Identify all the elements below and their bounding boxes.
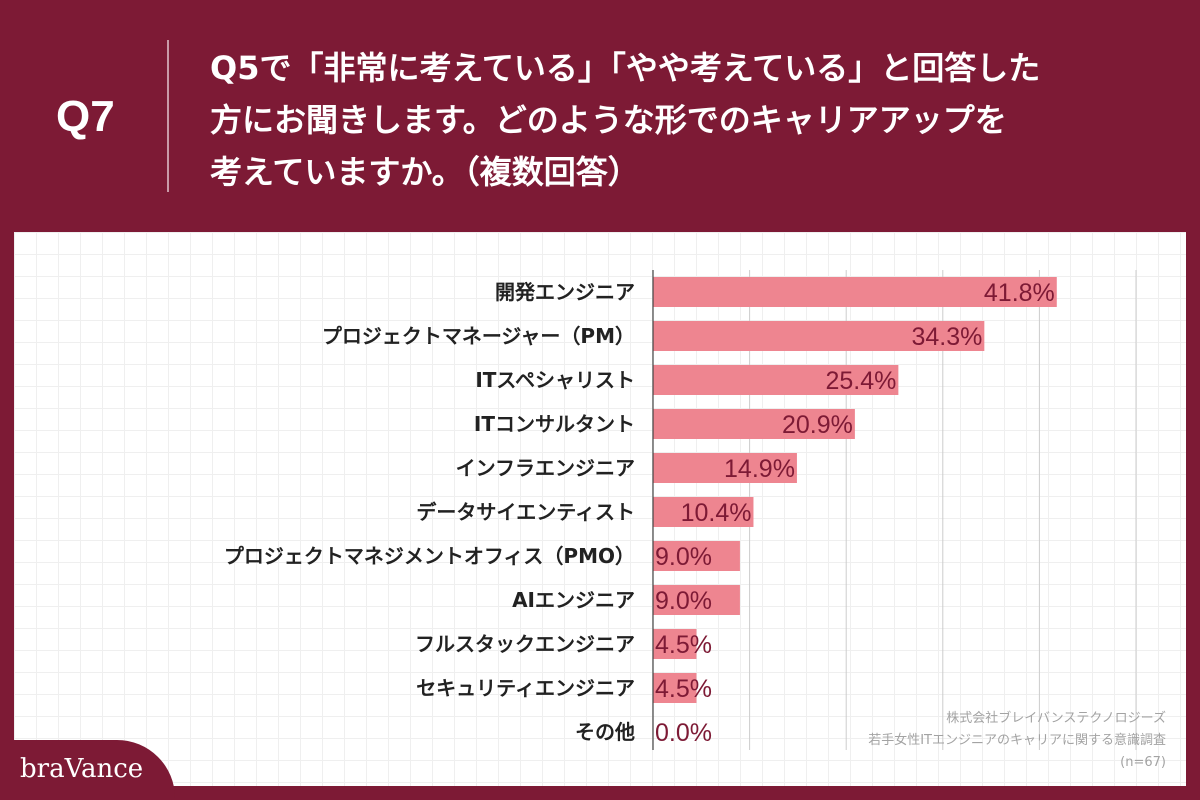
value-label: 20.9%	[782, 411, 853, 439]
header: Q7 Q5で「非常に考えている」「やや考えている」と回答した 方にお聞きします。…	[0, 0, 1200, 232]
bar	[653, 497, 754, 527]
brand-tab: braVance	[0, 740, 175, 800]
header-divider	[167, 40, 169, 192]
value-label: 4.5%	[655, 675, 712, 703]
category-label: 開発エンジニア	[495, 280, 635, 304]
category-label: ITスペシャリスト	[475, 368, 635, 392]
category-label: AIエンジニア	[512, 588, 635, 612]
value-label: 9.0%	[655, 587, 712, 615]
brand-logo: braVance	[20, 754, 144, 784]
value-label: 34.3%	[911, 323, 982, 351]
value-label: 0.0%	[655, 719, 712, 747]
bar	[653, 409, 855, 439]
category-label: インフラエンジニア	[456, 456, 635, 480]
question-number: Q7	[56, 92, 115, 141]
question-text: Q5で「非常に考えている」「やや考えている」と回答した 方にお聞きします。どのよ…	[210, 49, 1041, 191]
source-survey: 若手女性ITエンジニアのキャリアに関する意識調査	[868, 733, 1166, 748]
bar-chart: 開発エンジニア 41.8% プロジェクトマネージャー（PM） 34.3% ITスペシャリ…	[224, 270, 1137, 750]
source-sample-size: (n=67)	[1120, 755, 1166, 770]
value-label: 25.4%	[825, 367, 896, 395]
value-label: 41.8%	[984, 279, 1055, 307]
bar	[653, 321, 985, 351]
value-label: 4.5%	[655, 631, 712, 659]
bar	[653, 629, 697, 659]
bar	[653, 277, 1057, 307]
category-label: フルスタックエンジニア	[415, 632, 635, 656]
bar	[653, 541, 740, 571]
category-label: プロジェクトマネージャー（PM）	[322, 324, 635, 348]
bar	[653, 585, 740, 615]
category-label: データサイエンティスト	[416, 500, 635, 524]
value-label: 10.4%	[681, 499, 752, 527]
bar	[653, 453, 797, 483]
category-label: その他	[575, 720, 635, 744]
bar	[653, 365, 899, 395]
category-label: ITコンサルタント	[474, 412, 635, 436]
value-label: 9.0%	[655, 543, 712, 571]
source-note: 株式会社ブレイバンステクノロジーズ 若手女性ITエンジニアのキャリアに関する意識…	[868, 708, 1166, 774]
source-company: 株式会社ブレイバンステクノロジーズ	[946, 711, 1166, 726]
chart-panel: 開発エンジニア 41.8% プロジェクトマネージャー（PM） 34.3% ITスペシャリ…	[14, 232, 1186, 786]
category-label: セキュリティエンジニア	[416, 676, 635, 700]
category-label: プロジェクトマネジメントオフィス（PMO）	[224, 544, 635, 568]
value-label: 14.9%	[724, 455, 795, 483]
bar	[653, 673, 697, 703]
